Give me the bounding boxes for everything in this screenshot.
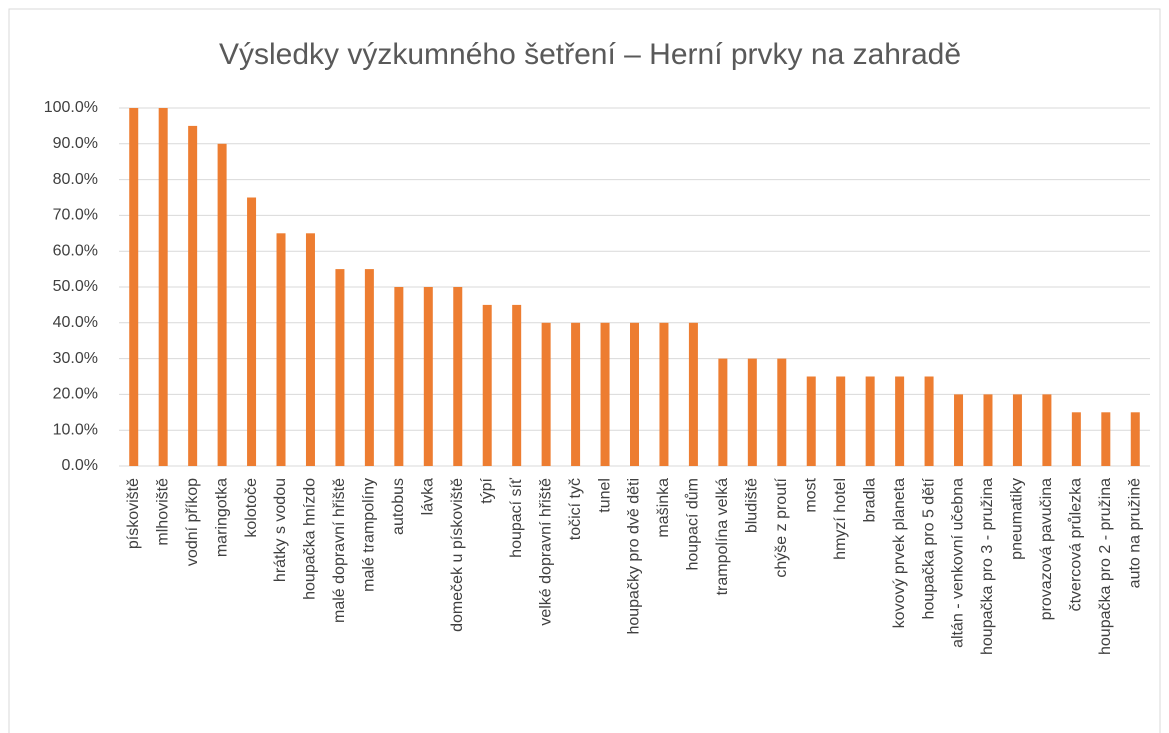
x-tick-label: lávka (420, 478, 437, 515)
x-tick-label: domeček u pískoviště (449, 478, 466, 632)
y-tick-label: 10.0% (53, 421, 98, 438)
x-tick-label: houpačky pro dvě děti (626, 478, 643, 635)
x-tick-label: hmyzí hotel (832, 478, 849, 560)
x-tick-label: vodní příkop (184, 478, 201, 566)
bar (895, 376, 905, 466)
bar (364, 269, 374, 466)
x-tick-label: most (802, 477, 819, 512)
x-tick-label: bradla (861, 478, 878, 523)
bar (247, 197, 257, 466)
x-tick-label: houpačka pro 2 - pružina (1097, 478, 1114, 655)
bar (453, 287, 463, 466)
x-tick-label: houpací dům (684, 478, 702, 571)
y-tick-label: 80.0% (53, 171, 98, 188)
y-tick-label: 20.0% (53, 386, 98, 403)
x-tick-label: velké dopravní hřiště (537, 478, 554, 626)
bar (305, 233, 315, 466)
x-tick-label: provazová pavučina (1038, 478, 1055, 620)
x-tick-label: houpací síť (508, 477, 525, 558)
bar (954, 394, 964, 466)
bar (1071, 412, 1081, 466)
bar (865, 376, 875, 466)
x-tick-label: bludiště (744, 478, 761, 533)
bar (1042, 394, 1052, 466)
y-tick-label: 0.0% (62, 457, 98, 474)
x-tick-label: hrátky s vodou (272, 478, 289, 582)
bar (688, 322, 698, 466)
y-tick-label: 30.0% (53, 350, 98, 367)
x-tick-label: houpačka pro 5 dětí (920, 477, 937, 619)
x-tick-label: trampolína velká (714, 478, 731, 595)
bar (276, 233, 286, 466)
y-tick-label: 70.0% (53, 207, 98, 224)
y-tick-label: 40.0% (53, 314, 98, 331)
x-tick-label: čtvercová průlezka (1067, 478, 1085, 611)
y-tick-label: 100.0% (44, 99, 98, 116)
chart-title: Výsledky výzkumného šetření – Herní prvk… (219, 38, 961, 71)
y-tick-label: 90.0% (53, 135, 98, 152)
bar (718, 358, 728, 466)
bar (158, 108, 168, 466)
x-tick-label: houpačka hnízdo (302, 478, 319, 600)
bar (394, 287, 404, 466)
bar (541, 322, 551, 466)
bar (571, 322, 581, 466)
y-tick-label: 60.0% (53, 242, 98, 259)
bar (482, 304, 492, 466)
x-tick-label: pneumatiky (1009, 478, 1026, 560)
chart-border (8, 8, 1161, 733)
bar (217, 143, 227, 467)
x-tick-label: tunel (596, 478, 613, 513)
x-tick-label: pískoviště (125, 478, 142, 549)
x-tick-label: mašinka (655, 478, 672, 538)
x-tick-label: chýše z proutí (773, 477, 790, 577)
bar (1101, 412, 1111, 466)
x-tick-label: malé trampolíny (361, 478, 378, 592)
y-tick-label: 50.0% (53, 278, 98, 295)
x-tick-label: točicí tyč (567, 478, 584, 540)
bar (659, 322, 669, 466)
x-tick-label: auto na pružině (1126, 478, 1143, 588)
x-tick-label: autobus (390, 478, 407, 535)
bar (129, 108, 139, 466)
x-tick-label: maringotka (213, 478, 230, 557)
bar (1012, 394, 1022, 466)
x-tick-label: kovový prvek planeta (891, 478, 908, 628)
bar (1130, 412, 1140, 466)
bar (512, 304, 522, 466)
bar (747, 358, 757, 466)
bar (423, 287, 433, 466)
x-tick-label: týpí (478, 477, 495, 503)
bar (924, 376, 934, 466)
x-tick-label: houpačka pro 3 - pružina (979, 478, 996, 655)
bar (806, 376, 816, 466)
bar (777, 358, 787, 466)
bar (836, 376, 846, 466)
bar (630, 322, 639, 466)
bar (335, 269, 345, 466)
bar (600, 322, 610, 466)
x-tick-label: kolotoče (243, 478, 260, 538)
x-tick-label: mlhoviště (154, 478, 171, 546)
bar (188, 125, 198, 467)
x-tick-label: malé dopravní hřiště (331, 478, 348, 623)
bar (983, 394, 993, 466)
x-tick-label: altán - venkovní učebna (950, 478, 967, 648)
